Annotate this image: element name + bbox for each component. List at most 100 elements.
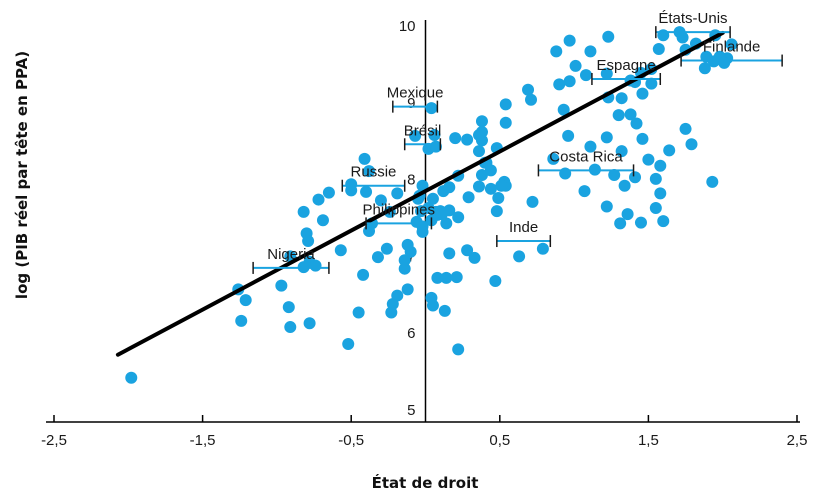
data-point — [584, 140, 597, 153]
data-point — [302, 235, 315, 248]
data-point — [526, 195, 539, 208]
annotation-label: Espagne — [597, 57, 656, 74]
y-tick-label: 10 — [399, 18, 416, 35]
data-point — [634, 216, 647, 229]
data-point — [649, 172, 662, 185]
data-point — [706, 175, 719, 188]
data-point — [718, 56, 731, 69]
data-point — [636, 132, 649, 145]
data-point — [600, 67, 613, 80]
data-point — [357, 268, 370, 281]
data-point — [416, 225, 429, 238]
data-point — [475, 125, 488, 138]
data-point — [578, 185, 591, 198]
x-axis: -2,5 -1,5 -0,5 0,5 1,5 2,5 — [41, 415, 807, 449]
x-tick-label: 1,5 — [638, 432, 659, 449]
data-point — [679, 122, 692, 135]
data-point — [600, 131, 613, 144]
data-point — [489, 274, 502, 287]
data-point — [391, 187, 404, 200]
annotation-russie: Russie — [341, 164, 406, 192]
y-tick-label: 9 — [407, 95, 415, 112]
data-point — [342, 337, 355, 350]
data-point — [275, 279, 288, 292]
data-point — [557, 103, 570, 116]
data-point — [363, 165, 376, 178]
data-point — [431, 271, 444, 284]
data-point — [282, 301, 295, 314]
data-point — [513, 250, 526, 263]
data-point — [499, 116, 512, 129]
data-point — [569, 59, 582, 72]
data-point — [652, 43, 665, 56]
annotation-br-sil: Brésil — [404, 122, 442, 151]
data-point — [657, 215, 670, 228]
data-points — [125, 26, 738, 384]
annotation-costa-rica: Costa Rica — [537, 148, 635, 177]
data-point — [312, 193, 325, 206]
data-point — [380, 242, 393, 255]
annotation-label: États-Unis — [658, 10, 727, 27]
data-point — [461, 244, 474, 257]
data-point — [629, 171, 642, 184]
annotation-philippines: Philippines — [362, 201, 435, 230]
data-point — [438, 304, 451, 317]
data-point — [239, 294, 252, 307]
trend-line-group — [115, 30, 725, 357]
data-point — [426, 299, 439, 312]
data-point — [621, 208, 634, 221]
data-point — [608, 168, 621, 181]
x-tick-label: 2,5 — [787, 432, 808, 449]
data-point — [462, 191, 475, 204]
data-point — [600, 200, 613, 213]
annotation-label: Philippines — [362, 201, 435, 218]
annotation-mexique: Mexique — [387, 85, 444, 113]
x-axis-title: État de droit — [372, 473, 479, 492]
data-point — [452, 343, 465, 356]
data-point — [484, 182, 497, 195]
data-point — [649, 202, 662, 215]
y-axis-title: log (PIB réel par tête en PPA) — [13, 51, 31, 299]
data-point — [428, 129, 441, 142]
annotation-label: Brésil — [404, 122, 442, 139]
annotation-nigeria: Nigeria — [252, 246, 330, 274]
data-point — [443, 247, 456, 260]
data-point — [657, 29, 670, 42]
data-point — [334, 244, 347, 257]
data-point — [125, 371, 138, 384]
data-point — [698, 62, 711, 75]
data-point — [440, 271, 453, 284]
data-point — [685, 138, 698, 151]
data-point — [352, 306, 365, 319]
data-point — [284, 321, 297, 334]
annotations: États-Unis Espagne Finlande Mexique Brésil Co… — [252, 10, 783, 274]
data-point — [624, 108, 637, 121]
data-point — [391, 289, 404, 302]
data-point — [398, 262, 411, 275]
data-point — [297, 205, 310, 218]
data-point — [584, 45, 597, 58]
x-tick-label: -1,5 — [190, 432, 216, 449]
annotation--tats-unis: États-Unis — [655, 10, 731, 39]
data-point — [525, 93, 538, 106]
data-point — [563, 75, 576, 88]
data-point — [615, 92, 628, 105]
data-point — [472, 145, 485, 158]
data-point — [615, 145, 628, 158]
annotation-label: Nigeria — [267, 246, 315, 263]
y-tick-label: 6 — [407, 325, 415, 342]
data-point — [563, 34, 576, 47]
data-point — [358, 152, 371, 165]
data-point — [642, 153, 655, 166]
data-point — [468, 251, 481, 264]
data-point — [409, 129, 422, 142]
annotation-label: Mexique — [387, 85, 444, 102]
data-point — [490, 205, 503, 218]
data-point — [614, 217, 627, 230]
data-point — [443, 181, 456, 194]
data-point — [602, 30, 615, 43]
data-point — [562, 129, 575, 142]
data-point — [345, 178, 358, 191]
data-point — [426, 192, 439, 205]
data-point — [553, 78, 566, 91]
